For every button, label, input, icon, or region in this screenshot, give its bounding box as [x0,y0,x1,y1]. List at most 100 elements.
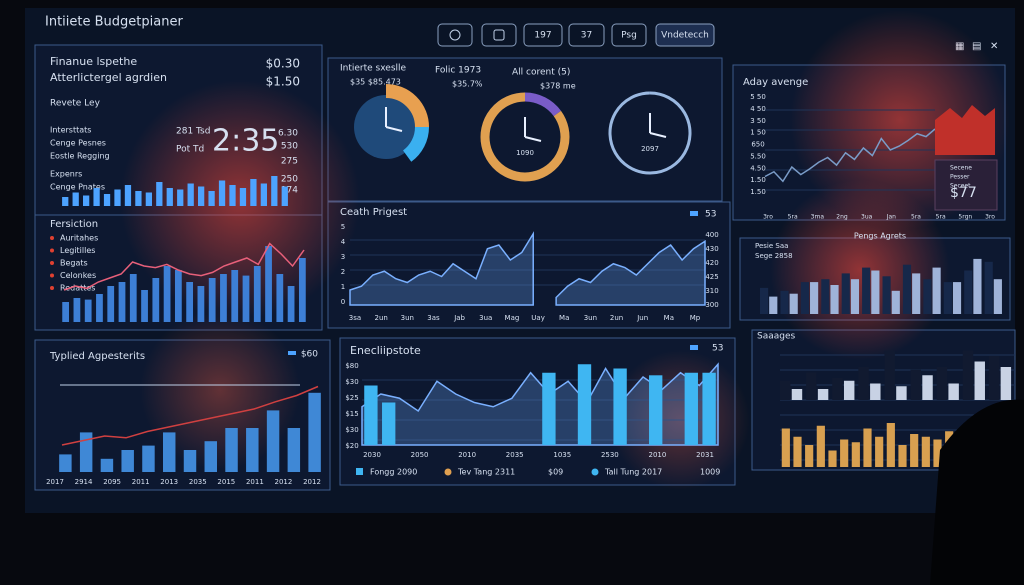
card [934,159,998,211]
bar [542,372,556,445]
label: 250 [281,175,298,185]
bar [1000,367,1012,400]
label: $80 [345,362,358,370]
bar [229,185,236,206]
bar [882,276,891,314]
button-label[interactable]: Psg [621,31,637,41]
bar [100,458,114,472]
bar [239,188,247,206]
label: Typlied Agpesterits [49,351,145,362]
label: 3ua [861,214,873,221]
bar [62,302,70,322]
bar [163,266,171,322]
bar [800,282,809,314]
button[interactable] [568,23,605,47]
bar [242,275,250,322]
label: Secene [950,165,972,172]
bar [649,375,663,445]
bar [988,356,1000,400]
gauge-hand [524,136,542,142]
bar [780,290,789,314]
button[interactable] [523,23,563,47]
bar [225,428,238,472]
label: 2097 [641,145,659,153]
bar [83,195,90,206]
label: Ma [559,314,569,322]
icon-button[interactable] [481,23,517,47]
bar [862,267,871,314]
bar [166,188,173,206]
bar [850,279,860,314]
legend-dot [50,273,54,278]
bar [231,270,239,322]
label: 2012 [303,478,321,486]
bar [816,425,825,467]
label: 2010 [649,451,667,459]
gauge-segment [524,92,562,117]
line [63,242,305,291]
bar [793,436,802,467]
badge-icon [690,211,698,216]
label: 2035 [189,478,207,486]
bar [62,197,69,206]
bar [73,298,81,322]
label: 420 [705,259,718,267]
label: 1 50 [750,129,766,137]
button[interactable] [611,23,647,47]
area [349,231,706,306]
button[interactable] [655,23,715,47]
label: Redattes [60,284,95,293]
bar [79,432,93,472]
bar [805,445,814,467]
bar [253,266,261,322]
bar [265,246,272,322]
label: Jan [886,214,896,221]
label: Fongg 2090 [370,468,417,477]
bar [281,186,288,206]
label: 2030 [363,451,381,459]
bar [287,428,301,472]
gauge-segment [480,92,570,182]
label: 3ro [985,214,995,221]
label: $60 [301,350,318,360]
button-label[interactable]: 197 [534,31,551,41]
bar [118,282,126,322]
bar [613,368,627,445]
bar [218,180,226,206]
label: 425 [705,273,718,281]
bar [135,191,142,206]
legend-dot [50,248,54,253]
icon[interactable]: ✕ [990,41,998,52]
bar [952,282,962,314]
bar [870,383,881,400]
bar [145,192,152,206]
button-label[interactable]: Vndetecch [661,31,709,41]
legend-swatch [591,468,599,476]
label: Sege 2858 [755,252,793,260]
bar [891,290,900,314]
label: Begats [60,259,88,268]
label: 3 [341,253,345,261]
bar [177,189,184,206]
bar [287,286,295,322]
label: 2011 [246,478,264,486]
label: 5ra [911,214,921,221]
label: $30 [345,426,358,434]
badge-icon [288,351,296,355]
bar [780,380,791,400]
button-label[interactable]: 37 [581,31,592,41]
bar [964,270,973,314]
label: 2010 [458,451,476,459]
icon-button[interactable] [437,23,473,47]
label: Pot Td [176,145,204,155]
bar [933,439,942,467]
bar [875,436,884,467]
label: 174 [281,186,298,196]
label: Intersttats [50,126,91,135]
label: 2017 [46,478,64,486]
bar [308,392,321,472]
bar [921,436,930,467]
bar [382,402,396,445]
panel [327,201,731,329]
